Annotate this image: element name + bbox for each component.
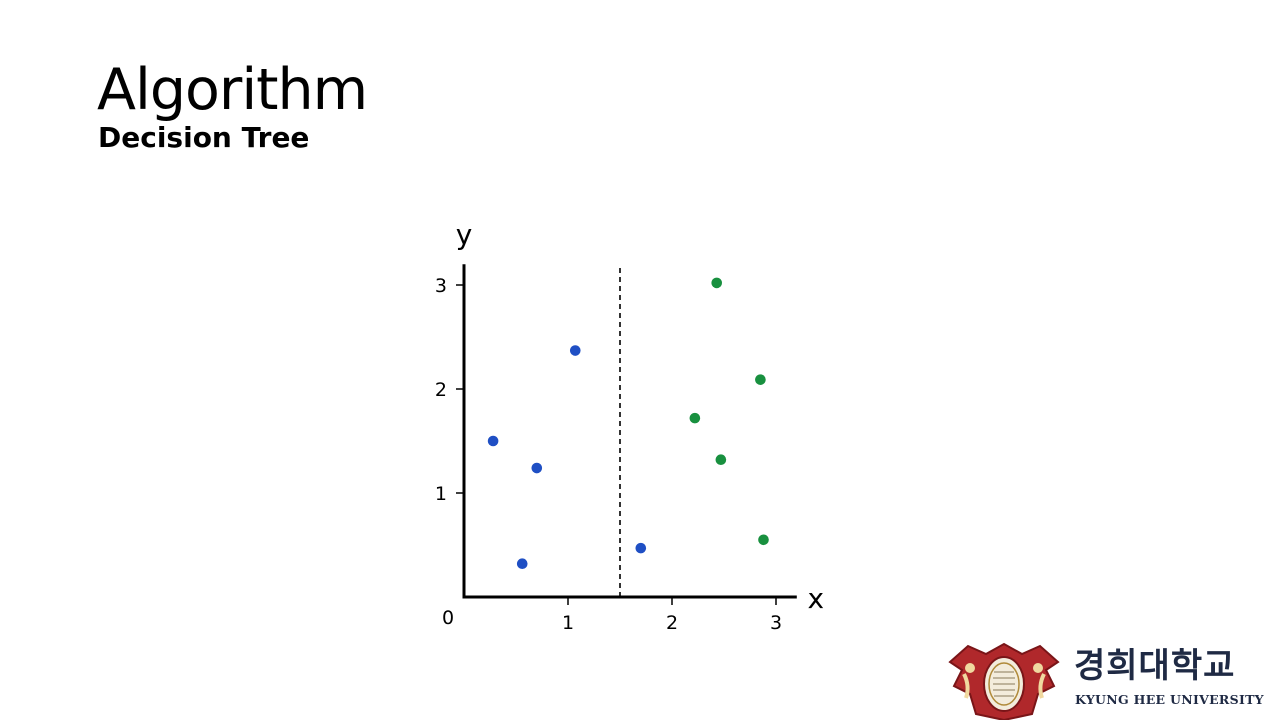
data-point-green xyxy=(689,412,701,424)
data-point-green xyxy=(755,374,766,385)
university-logo: 경희대학교 KYUNG HEE UNIVERSITY xyxy=(946,640,1270,720)
y-tick-label: 3 xyxy=(435,275,447,297)
slide-title: Algorithm xyxy=(97,57,368,123)
x-tick-label: 2 xyxy=(666,612,678,634)
chart-labels: 1 2 3 1 2 3 0 x y xyxy=(435,218,824,634)
data-point-blue xyxy=(487,435,499,447)
y-tick-label: 2 xyxy=(435,379,447,401)
y-axis-label: y xyxy=(456,218,473,251)
university-name-english: KYUNG HEE UNIVERSITY xyxy=(1075,692,1264,707)
y-tick-label: 1 xyxy=(435,483,447,505)
university-name-korean: 경희대학교 xyxy=(1074,646,1236,686)
data-point-blue xyxy=(531,462,543,474)
chart-axes xyxy=(456,264,797,605)
data-point-green xyxy=(758,534,769,546)
data-point-green xyxy=(715,454,727,466)
x-tick-label: 3 xyxy=(770,612,782,634)
university-emblem-icon xyxy=(948,642,1060,720)
chart-points xyxy=(487,277,769,570)
data-point-green xyxy=(711,277,723,289)
data-point-blue xyxy=(635,542,647,554)
data-point-blue xyxy=(516,558,528,570)
data-point-blue xyxy=(569,345,581,356)
x-tick-label: 1 xyxy=(562,612,574,634)
slide-subtitle: Decision Tree xyxy=(98,121,310,154)
x-axis-label: x xyxy=(808,582,825,615)
origin-label: 0 xyxy=(442,607,454,629)
